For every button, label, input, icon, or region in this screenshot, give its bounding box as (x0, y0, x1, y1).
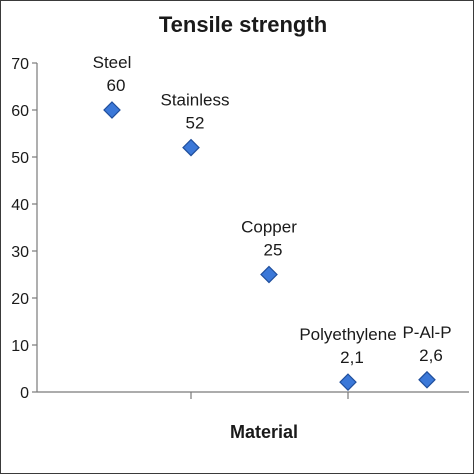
y-tick-label: 10 (11, 338, 29, 355)
data-point-marker (103, 101, 121, 119)
data-point-marker (182, 138, 200, 157)
y-tick-label: 30 (11, 244, 29, 261)
data-point-marker (260, 265, 278, 284)
data-label-name: Polyethylene (299, 325, 396, 344)
data-points (103, 101, 436, 391)
y-tick-label: 20 (11, 291, 29, 308)
y-tick-label: 0 (20, 385, 29, 402)
y-tick-labels: 0 10 20 30 40 50 60 70 (11, 56, 29, 402)
y-tick-label: 60 (11, 103, 29, 120)
data-labels: Steel 60 Stainless 52 Copper 25 Polyethylene 2,… (93, 53, 452, 367)
data-label-name: Steel (93, 53, 132, 72)
data-label-value: 60 (107, 76, 126, 95)
data-label-name: P-Al-P (402, 323, 451, 342)
data-label-value: 2,1 (340, 348, 364, 367)
data-point-marker (418, 370, 436, 389)
data-point-marker (339, 373, 357, 391)
y-tick-label: 50 (11, 150, 29, 167)
data-label-name: Copper (241, 218, 297, 237)
data-label-value: 2,6 (419, 346, 443, 365)
chart-title: Tensile strength (159, 12, 327, 37)
axes (32, 62, 469, 399)
y-tick-label: 40 (11, 197, 29, 214)
y-tick-label: 70 (11, 56, 29, 73)
data-label-value: 52 (186, 114, 205, 133)
x-axis-label: Material (230, 422, 298, 442)
data-label-name: Stainless (161, 91, 230, 110)
data-label-value: 25 (264, 241, 283, 260)
